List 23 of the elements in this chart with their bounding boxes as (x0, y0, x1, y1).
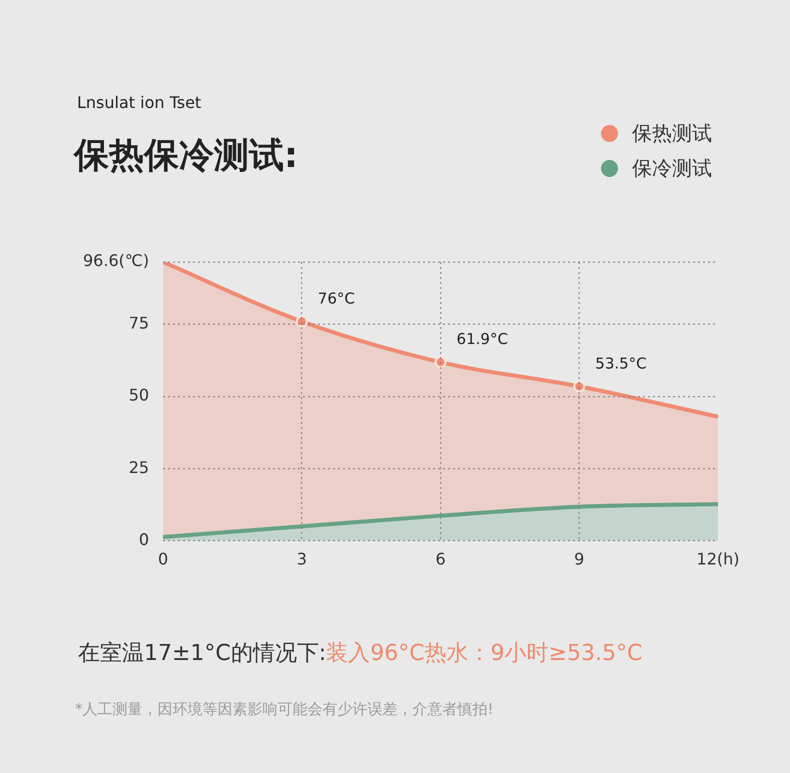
x-tick-label: 6 (435, 550, 446, 569)
y-tick-label: 96.6(℃) (83, 251, 150, 270)
text: *人工测量，因环境等因素影响可能会有少许误差，介意者慎拍! (75, 700, 494, 719)
legend-label: 保冷测试 (632, 155, 712, 182)
text: 在室温17±1°C的情况下: (78, 641, 326, 666)
chart-subtitle: Lnsulat ion Tset (77, 93, 202, 112)
y-tick-label: 50 (128, 386, 150, 405)
point (296, 315, 308, 328)
x-tick-label: 9 (574, 550, 584, 569)
y-tick-label: 75 (128, 313, 150, 332)
x-tick-label: 12(h) (696, 550, 740, 569)
data-label: 76°C (318, 289, 355, 308)
data-label: 53.5°C (595, 354, 647, 372)
point (434, 356, 447, 368)
y-tick-label: 0 (138, 530, 150, 549)
text: 装入96°C热水：9小时≥53.5°C (326, 641, 642, 666)
y-tick-label: 25 (128, 458, 150, 477)
x-tick-label: 3 (296, 550, 307, 569)
x-tick-label: 0 (158, 550, 168, 569)
point (573, 380, 586, 392)
data-label: 61.9°C (456, 330, 508, 348)
legend-label: 保热测试 (632, 120, 712, 147)
chart-title: 保热保冷测试: (74, 135, 298, 178)
